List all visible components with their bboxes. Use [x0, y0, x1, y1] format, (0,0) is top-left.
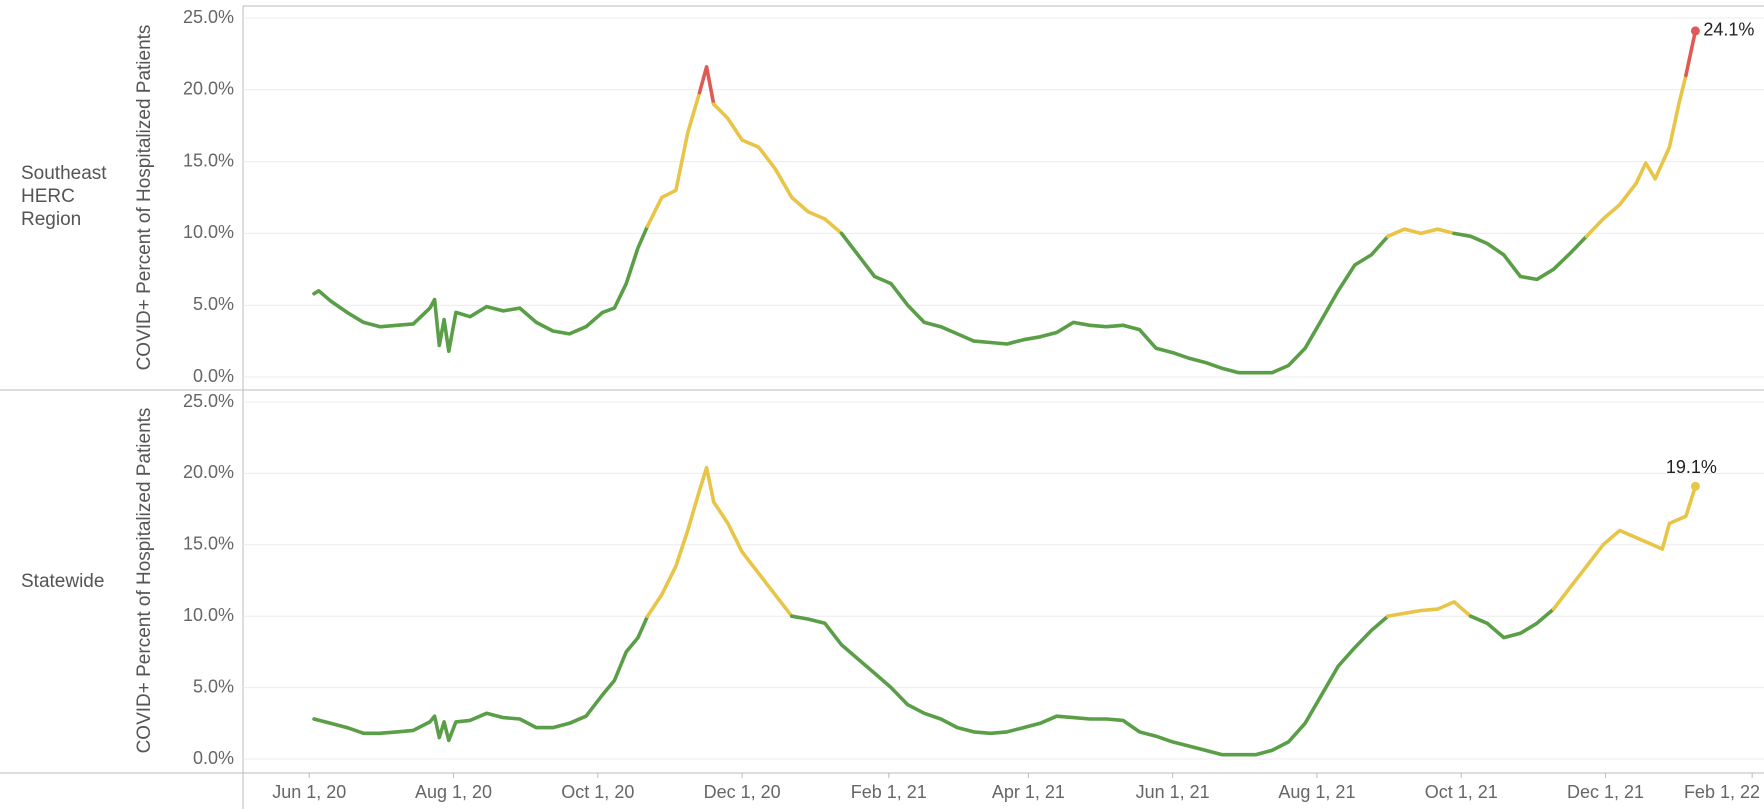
- y-tick-label: 0.0%: [193, 366, 234, 386]
- x-tick-label: Dec 1, 21: [1567, 782, 1644, 802]
- series-line: [312, 614, 650, 743]
- y-tick-label: 25.0%: [183, 7, 234, 27]
- y-tick-label: 10.0%: [183, 605, 234, 625]
- series-line: [790, 614, 1390, 757]
- y-axis-title: COVID+ Percent of Hospitalized Patients: [134, 408, 155, 754]
- end-label: 24.1%: [1703, 20, 1754, 40]
- y-tick-label: 20.0%: [183, 79, 234, 99]
- x-tick-label: Feb 1, 21: [851, 782, 927, 802]
- series-line: [312, 224, 650, 353]
- series-line: [1551, 484, 1698, 611]
- y-tick-label: 5.0%: [193, 676, 234, 696]
- series-line: [645, 465, 794, 618]
- x-tick-label: Apr 1, 21: [992, 782, 1065, 802]
- row-label: Statewide: [21, 571, 105, 592]
- series-line: [1468, 607, 1556, 640]
- y-tick-label: 15.0%: [183, 534, 234, 554]
- series-line: [1386, 227, 1456, 239]
- end-point: [1690, 26, 1700, 36]
- y-tick-label: 0.0%: [193, 748, 234, 768]
- y-tick-label: 20.0%: [183, 462, 234, 482]
- y-tick-label: 15.0%: [183, 150, 234, 170]
- series-line: [1684, 29, 1698, 78]
- x-tick-label: Jun 1, 20: [272, 782, 346, 802]
- series-line: [839, 231, 1390, 375]
- x-tick-label: Dec 1, 20: [704, 782, 781, 802]
- y-axis-title: COVID+ Percent of Hospitalized Patients: [134, 25, 155, 371]
- series-line: [711, 102, 844, 236]
- x-tick-label: Feb 1, 22: [1684, 782, 1760, 802]
- end-point: [1690, 481, 1700, 491]
- x-tick-label: Oct 1, 20: [561, 782, 634, 802]
- series-line: [1452, 231, 1589, 282]
- row-label: Southeast HERC Region: [21, 163, 107, 230]
- x-tick-label: Aug 1, 20: [415, 782, 492, 802]
- y-tick-label: 5.0%: [193, 294, 234, 314]
- series-line: [697, 65, 716, 106]
- series-line: [1584, 73, 1688, 239]
- x-tick-label: Jun 1, 21: [1136, 782, 1210, 802]
- y-tick-label: 25.0%: [183, 391, 234, 411]
- series-line: [645, 90, 702, 228]
- x-tick-label: Oct 1, 21: [1425, 782, 1498, 802]
- series-line: [1386, 600, 1473, 618]
- end-label: 19.1%: [1666, 457, 1717, 477]
- x-tick-label: Aug 1, 21: [1278, 782, 1355, 802]
- y-tick-label: 10.0%: [183, 222, 234, 242]
